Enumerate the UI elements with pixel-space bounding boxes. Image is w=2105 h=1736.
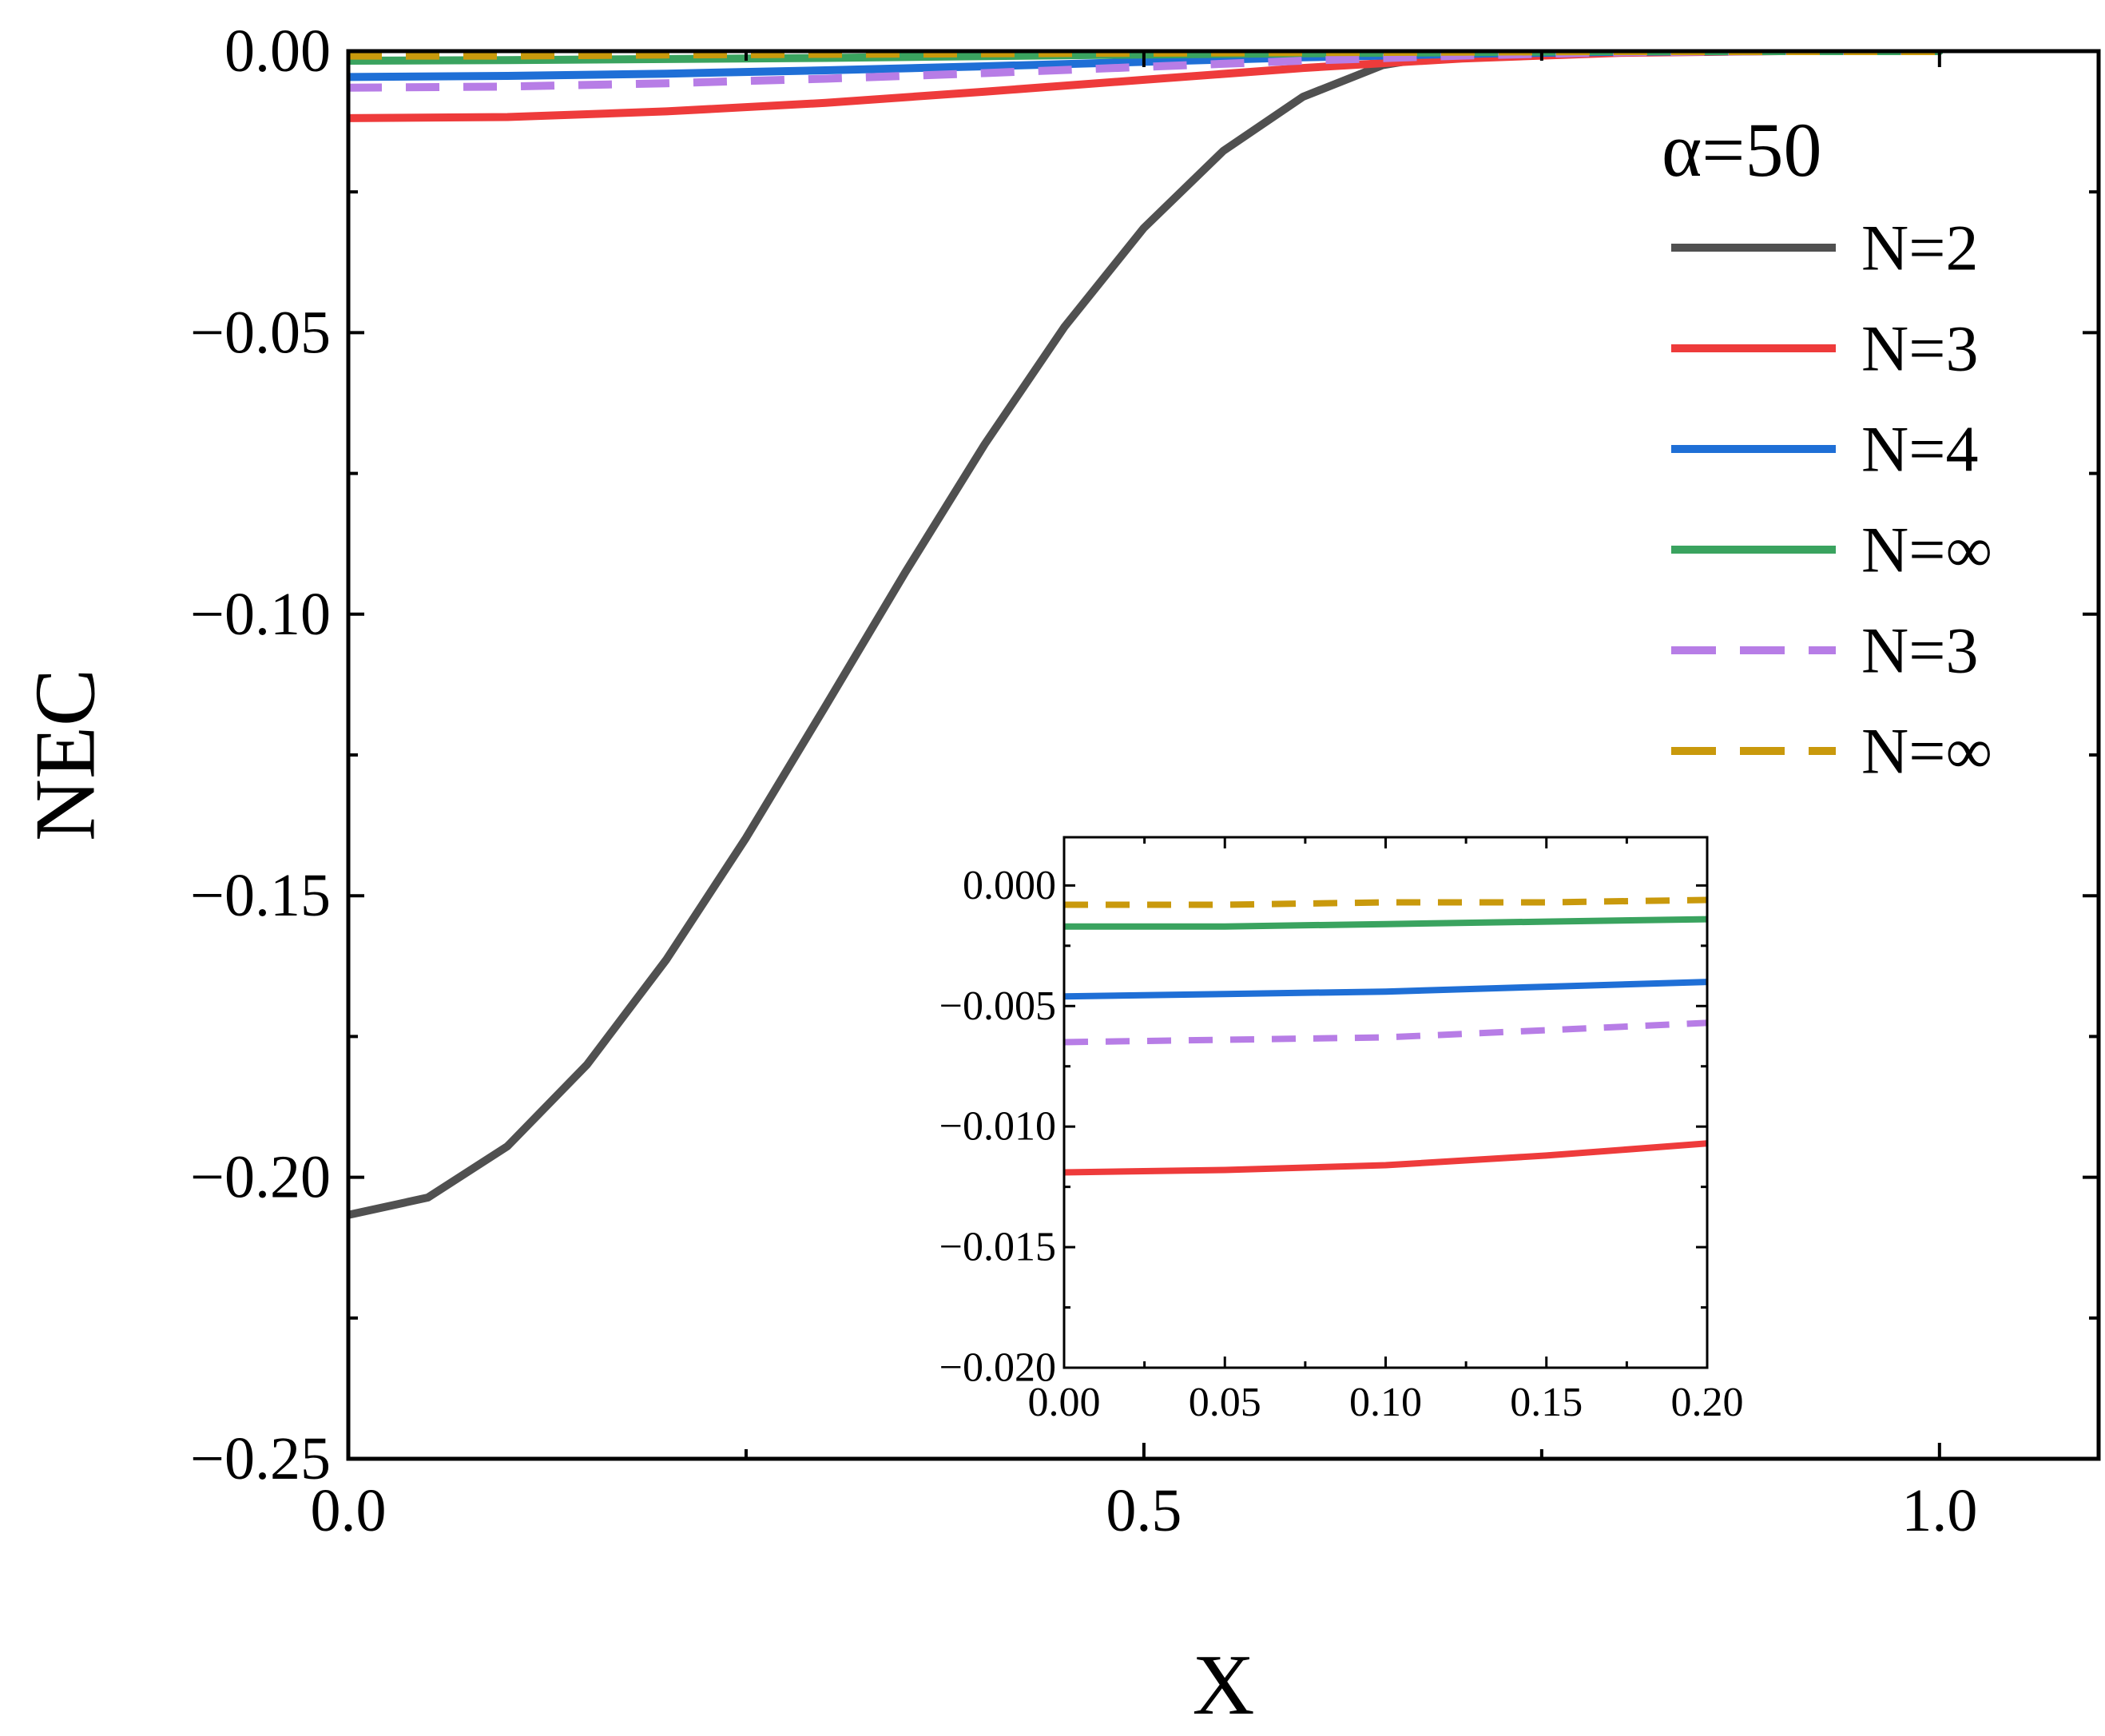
inset-x-tick-label: 0.00 (1028, 1380, 1101, 1425)
main-y-tick-label: −0.05 (190, 299, 331, 366)
main-y-tick-label: −0.15 (190, 862, 331, 929)
main-x-axis-title: X (1193, 1638, 1255, 1733)
main-y-tick-label: −0.10 (190, 581, 331, 648)
inset-x-tick-label: 0.15 (1510, 1380, 1583, 1425)
legend: α=50 N=2 N=3 N=4 N=∞ N=3 N=∞ (1662, 107, 1992, 788)
inset-series-group (1064, 896, 1707, 1176)
inset-series-n-inf-solid-2 (1064, 916, 1707, 930)
main-x-tick-label: 0.5 (1106, 1477, 1182, 1544)
inset-y-tick-label: −0.010 (939, 1104, 1056, 1150)
inset-y-tick-label: 0.000 (963, 863, 1056, 908)
main-y-axis-title: NEC (18, 669, 113, 841)
inset-x-tick-label: 0.10 (1349, 1380, 1422, 1425)
inset-x-tick-label: 0.20 (1671, 1380, 1744, 1425)
legend-label-n-3-dashed: N=3 (1861, 614, 1978, 687)
main-x-tick-label: 1.0 (1901, 1477, 1977, 1544)
main-x-tick-label: 0.0 (311, 1477, 387, 1544)
legend-title: α=50 (1662, 107, 1821, 193)
legend-label-n-inf-solid: N=∞ (1861, 514, 1992, 586)
inset-y-tick-label: −0.015 (939, 1225, 1056, 1270)
inset-x-tick-label: 0.05 (1189, 1380, 1261, 1425)
inset-y-tick-label: −0.005 (939, 983, 1056, 1029)
inset-background (1064, 837, 1707, 1368)
inset-series-n-4-solid-1 (1064, 979, 1707, 1000)
inset-plot: 0.00 0.05 0.10 0.15 0.20 0.000 −0.005 −0.010 −0.… (939, 836, 1744, 1425)
inset-y-tick-label: −0.020 (939, 1345, 1056, 1391)
main-y-tick-label: −0.25 (190, 1425, 331, 1492)
legend-label-n-3-solid: N=3 (1861, 312, 1978, 385)
legend-label-n-4-solid: N=4 (1861, 413, 1978, 486)
main-plot: 0.0 0.5 1.0 0.00 −0.05 −0.10 −0.15 −0.20 −0.25 X N… (18, 18, 2101, 1733)
main-y-tick-label: −0.20 (190, 1144, 331, 1211)
legend-label-n-2-solid: N=2 (1861, 212, 1978, 284)
main-series-n-2-solid-0 (348, 51, 1944, 1219)
inset-series-n-3-solid-0 (1064, 1140, 1707, 1176)
main-y-tick-label: 0.00 (224, 18, 331, 85)
legend-label-n-inf-dashed: N=∞ (1861, 715, 1992, 788)
